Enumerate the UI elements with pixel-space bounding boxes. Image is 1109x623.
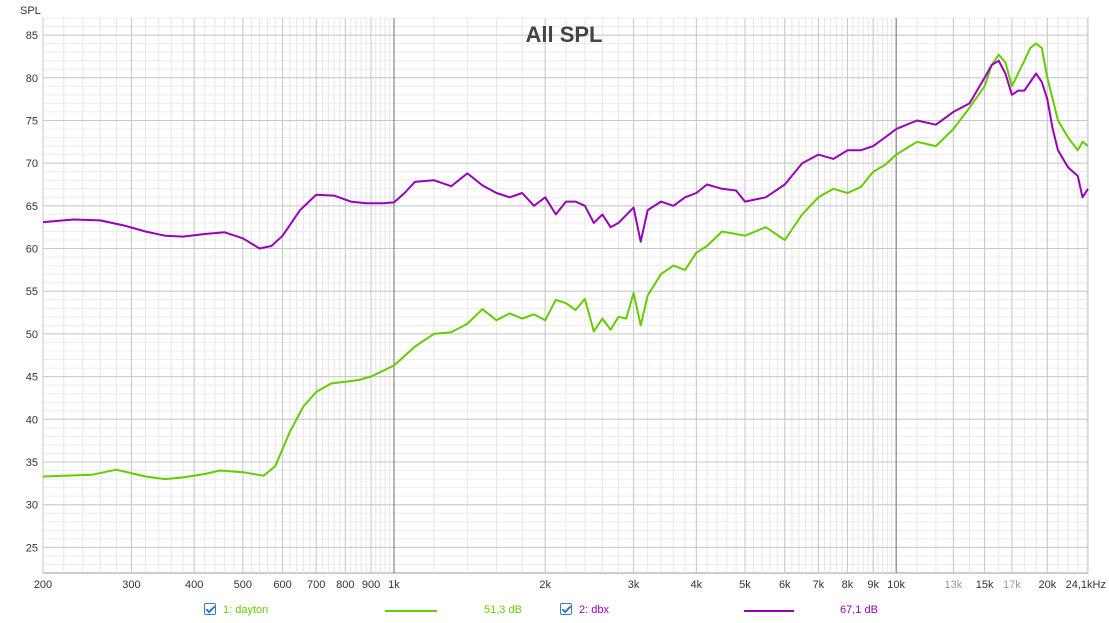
series-2-swatch xyxy=(744,610,794,612)
grid xyxy=(42,17,1089,574)
x-tick-label: 17k xyxy=(1003,579,1021,591)
x-tick-label: 5k xyxy=(739,579,751,591)
x-tick-label: 10k xyxy=(887,579,905,591)
y-tick-label: 65 xyxy=(26,201,38,213)
x-tick-label: 800 xyxy=(336,579,354,591)
y-axis-label: SPL xyxy=(20,5,41,17)
x-tick-label: 15k xyxy=(976,579,994,591)
x-tick-label: 400 xyxy=(185,579,203,591)
x-tick-label: 3k xyxy=(628,579,640,591)
chart-title: All SPL xyxy=(525,22,602,47)
axes: 25 30 35 40 45 50 55 60 65 70 75 80 85 200 300 400 500 60… xyxy=(26,30,1106,591)
series-1-value: 51,3 dB xyxy=(484,604,522,616)
x-tick-label: 500 xyxy=(234,579,252,591)
x-tick-label: 1k xyxy=(388,579,400,591)
series-lines xyxy=(42,42,1089,481)
series-line-1 xyxy=(42,42,1089,481)
series-2-checkbox[interactable] xyxy=(560,603,572,615)
x-tick-label: 24,1kHz xyxy=(1066,579,1106,591)
x-tick-label: 900 xyxy=(362,579,380,591)
x-tick-label: 6k xyxy=(779,579,791,591)
y-tick-label: 60 xyxy=(26,244,38,256)
x-tick-label: 9k xyxy=(867,579,879,591)
x-tick-label: 4k xyxy=(691,579,703,591)
x-tick-label: 13k xyxy=(945,579,963,591)
y-tick-label: 85 xyxy=(26,30,38,42)
x-tick-label: 2k xyxy=(539,579,551,591)
y-tick-label: 70 xyxy=(26,158,38,170)
y-tick-label: 45 xyxy=(26,372,38,384)
series-2-name: 2: dbx xyxy=(579,604,609,616)
x-tick-label: 7k xyxy=(813,579,825,591)
y-tick-label: 25 xyxy=(26,542,38,554)
y-tick-label: 50 xyxy=(26,329,38,341)
series-1-swatch xyxy=(385,610,437,612)
series-1-checkbox[interactable] xyxy=(204,603,216,615)
x-tick-label: 20k xyxy=(1038,579,1056,591)
x-tick-label: 300 xyxy=(122,579,140,591)
y-tick-label: 80 xyxy=(26,73,38,85)
y-tick-label: 40 xyxy=(26,414,38,426)
y-tick-label: 75 xyxy=(26,115,38,127)
y-tick-label: 30 xyxy=(26,500,38,512)
x-tick-label: 200 xyxy=(34,579,52,591)
series-1-name: 1: dayton xyxy=(223,604,269,616)
x-tick-label: 8k xyxy=(842,579,854,591)
y-tick-label: 55 xyxy=(26,286,38,298)
series-line-2 xyxy=(42,59,1089,250)
x-tick-label: 700 xyxy=(307,579,325,591)
y-tick-label: 35 xyxy=(26,457,38,469)
x-tick-label: 600 xyxy=(273,579,291,591)
series-2-value: 67,1 dB xyxy=(840,604,878,616)
